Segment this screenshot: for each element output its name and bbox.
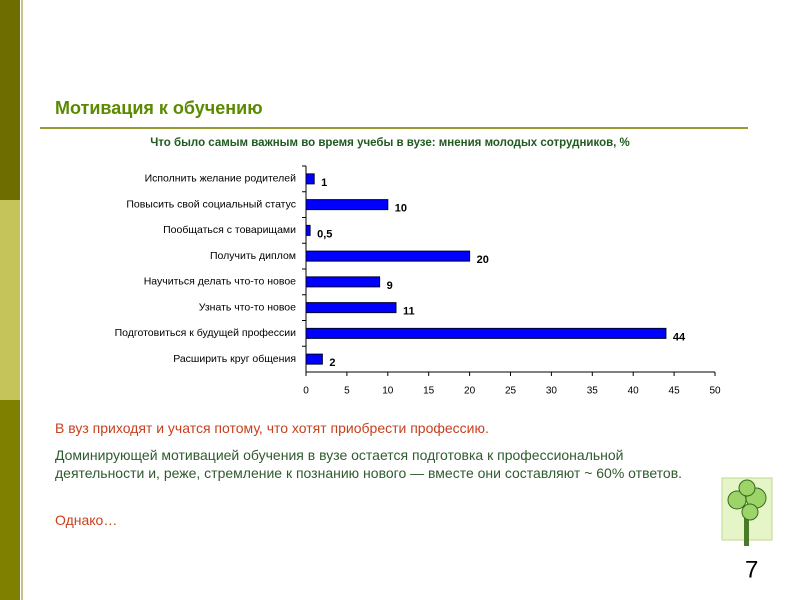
y-tick-label: Исполнить желание родителей [145,173,297,185]
value-label: 10 [395,203,407,215]
bar [305,302,397,314]
value-label: 11 [403,306,415,318]
bar [305,353,323,365]
y-tick-label: Получить диплом [210,250,296,262]
x-tick-label: 5 [344,386,350,397]
bar [305,250,471,262]
bar [305,173,315,185]
bar [305,224,311,236]
value-label: 20 [477,254,489,266]
chart-title: Что было самым важным во время учебы в в… [150,137,630,149]
paragraph: Доминирующей мотивацией обучения в вузе … [55,447,683,481]
x-tick-label: 15 [423,386,435,397]
slide-title: Мотивация к обучению [55,98,263,118]
icon-trunk [744,512,749,546]
value-label: 0,5 [317,228,332,240]
bar [305,199,389,211]
value-label: 9 [387,280,393,292]
x-tick-label: 30 [546,386,558,397]
icon-leaf [741,503,759,521]
y-tick-label: Повысить свой социальный статус [126,198,296,210]
sidebar-stripe [0,0,20,200]
x-tick-label: 35 [587,386,599,397]
paragraph: В вуз приходят и учатся потому, что хотя… [55,420,489,436]
x-tick-label: 0 [303,386,309,397]
y-tick-label: Расширить круг общения [173,353,296,365]
icon-leaf [738,479,756,497]
x-tick-label: 25 [505,386,517,397]
y-tick-label: Узнать что-то новое [199,301,296,313]
x-tick-label: 20 [464,386,476,397]
paragraph: Однако… [55,512,118,528]
sidebar-stripe [0,200,20,400]
x-tick-label: 40 [628,386,640,397]
value-label: 44 [673,331,686,343]
bar [305,276,381,288]
value-label: 2 [329,357,335,369]
tree-icon [721,477,773,546]
sidebar-stripe [0,400,20,600]
y-tick-label: Научиться делать что-то новое [144,276,296,288]
value-label: 1 [321,177,327,189]
page-number: 7 [745,556,758,583]
bar [305,327,667,339]
x-tick-label: 10 [382,386,394,397]
y-tick-label: Подготовиться к будущей профессии [115,327,297,339]
y-tick-label: Пообщаться с товарищами [163,224,296,236]
x-tick-label: 45 [669,386,681,397]
x-tick-label: 50 [709,386,721,397]
